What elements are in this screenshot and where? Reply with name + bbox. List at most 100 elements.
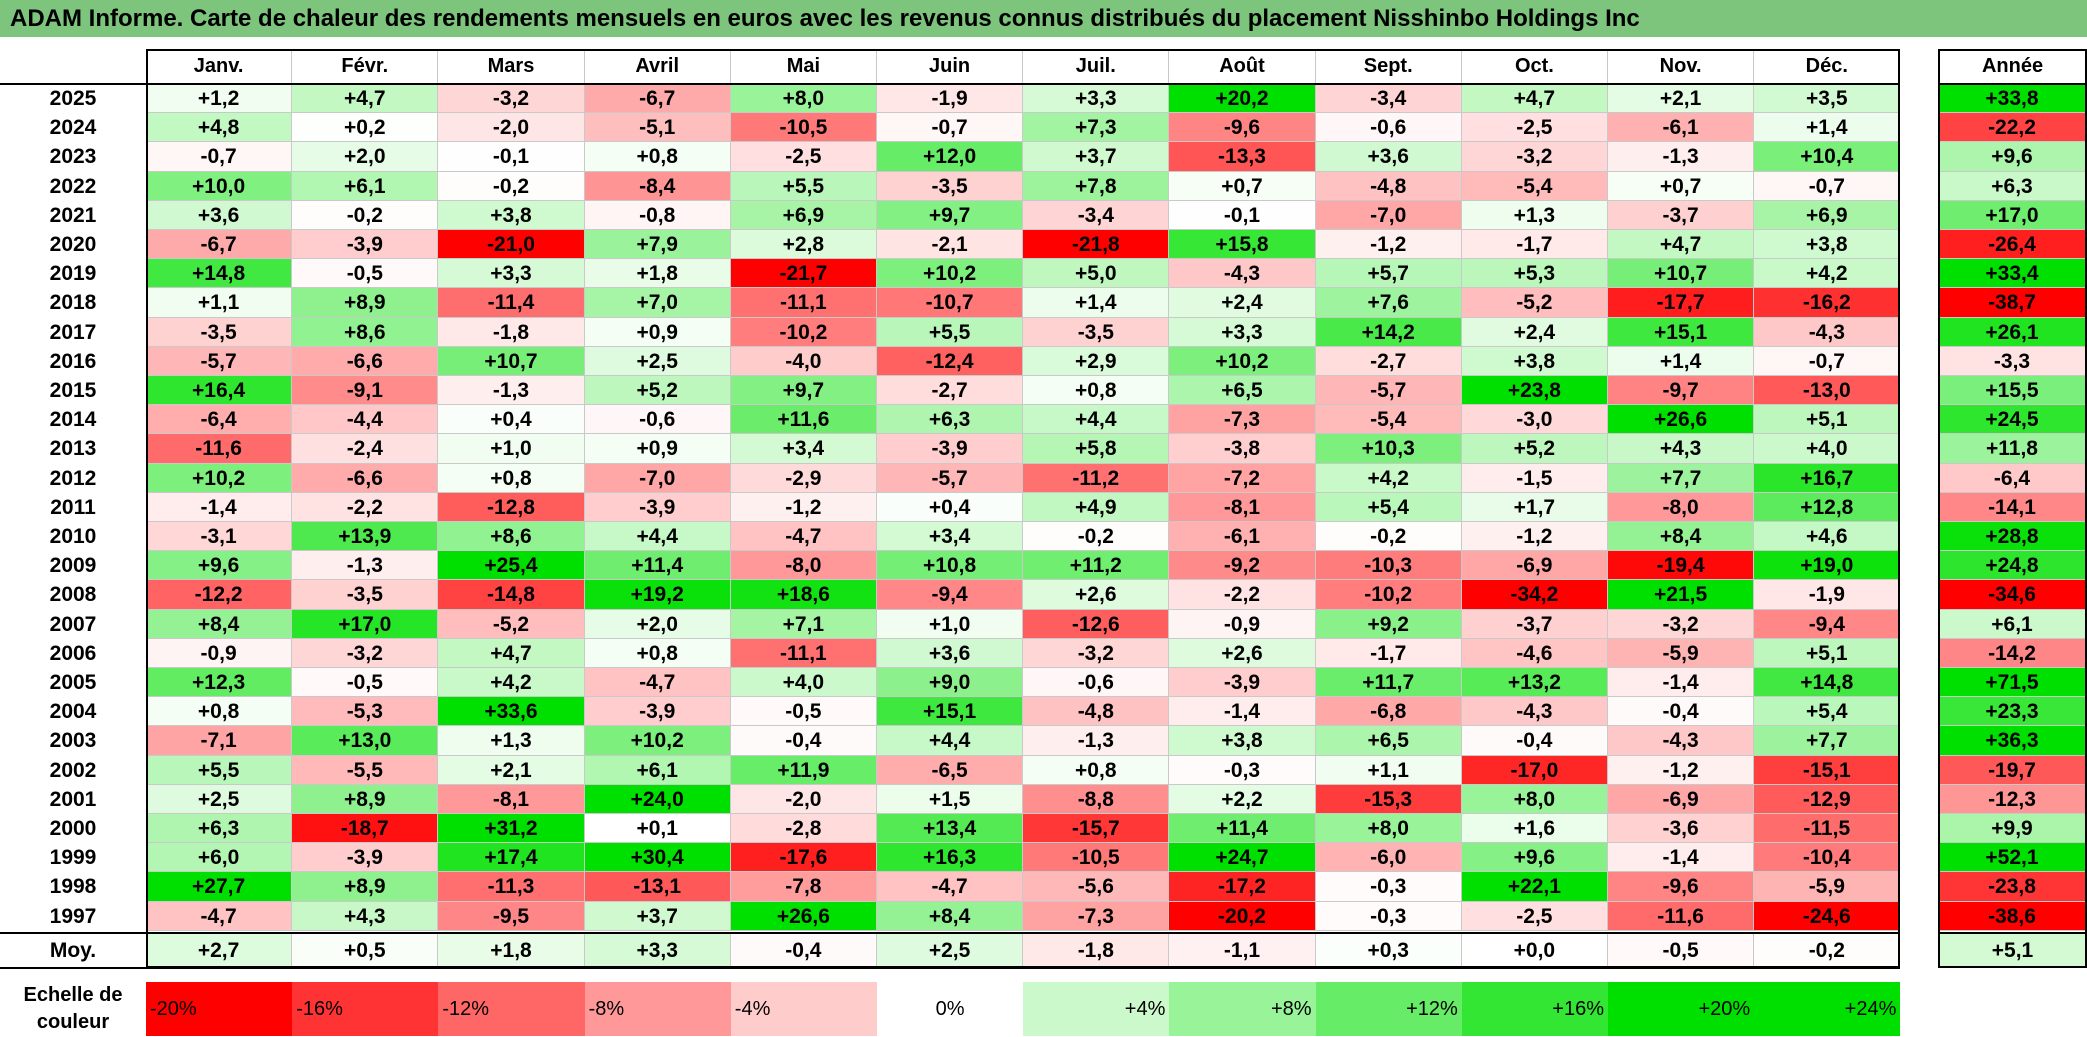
heatmap-cell: -2,0 (438, 113, 585, 143)
heatmap-cell: -2,7 (1315, 346, 1462, 376)
heatmap-cell: +5,0 (1023, 259, 1170, 289)
heatmap-cell: +5,4 (1754, 697, 1901, 727)
heatmap-cell: +33,6 (438, 697, 585, 727)
year-label: 2010 (49, 525, 97, 548)
annual-cell: +26,1 (1938, 317, 2087, 347)
heatmap-cell: -4,7 (877, 872, 1024, 902)
heatmap-cell: +10,3 (1315, 434, 1462, 464)
month-header: Avril (584, 49, 731, 84)
heatmap-cell: +4,7 (1608, 230, 1755, 260)
year-label: 2020 (49, 233, 97, 256)
heatmap-cell: +13,0 (292, 726, 439, 756)
heatmap-cell: -10,7 (877, 288, 1024, 318)
heatmap-cell: -5,3 (292, 697, 439, 727)
heatmap-cell: -2,5 (1461, 113, 1608, 143)
heatmap-cell: +2,0 (292, 142, 439, 172)
heatmap-cell: +2,4 (1169, 288, 1316, 318)
heatmap-cell: -7,3 (1023, 901, 1170, 931)
heatmap-cell: +2,4 (1461, 317, 1608, 347)
heatmap-cell: -9,2 (1169, 551, 1316, 581)
heatmap-cell: -0,5 (730, 697, 877, 727)
annual-cell: -6,4 (1938, 463, 2087, 493)
heatmap-cell: -6,1 (1608, 113, 1755, 143)
heatmap-cell: -1,2 (1608, 755, 1755, 785)
heatmap-cell: -1,9 (877, 84, 1024, 114)
heatmap-cell: +24,7 (1169, 843, 1316, 873)
heatmap-cell: -6,1 (1169, 522, 1316, 552)
annual-cell: +36,3 (1938, 726, 2087, 756)
heatmap-cell: -5,7 (146, 346, 293, 376)
heatmap-cell: -1,3 (292, 551, 439, 581)
annual-cell: -38,6 (1938, 901, 2087, 931)
heatmap-cell: -5,6 (1023, 872, 1170, 902)
heatmap-cell: +0,8 (1023, 755, 1170, 785)
heatmap-cell: +1,4 (1023, 288, 1170, 318)
heatmap-cell: +2,2 (1169, 784, 1316, 814)
heatmap-cell: +1,0 (438, 434, 585, 464)
heatmap-cell: +3,6 (1315, 142, 1462, 172)
heatmap-cell: -14,8 (438, 580, 585, 610)
annual-cell: +9,9 (1938, 814, 2087, 844)
heatmap-cell: +26,6 (1608, 405, 1755, 435)
heatmap-cell: -4,7 (146, 901, 293, 931)
heatmap-cell: -0,1 (438, 142, 585, 172)
heatmap-cell: +11,7 (1315, 668, 1462, 698)
heatmap-cell: -5,7 (877, 463, 1024, 493)
heatmap-cell: -4,3 (1169, 259, 1316, 289)
heatmap-cell: +6,9 (1754, 200, 1901, 230)
annual-cell: +17,0 (1938, 200, 2087, 230)
heatmap-cell: -6,0 (1315, 843, 1462, 873)
heatmap-cell: +1,1 (1315, 755, 1462, 785)
heatmap-cell: +3,3 (1169, 317, 1316, 347)
heatmap-cell: +2,1 (438, 755, 585, 785)
annual-cell: +33,8 (1938, 84, 2087, 114)
heatmap-cell: -12,9 (1754, 784, 1901, 814)
color-scale-swatch: -20% (146, 982, 293, 1036)
year-label: 2000 (49, 817, 97, 840)
heatmap-cell: +6,9 (730, 200, 877, 230)
heatmap-cell: -3,5 (146, 317, 293, 347)
year-label: 2021 (49, 203, 97, 227)
heatmap-cell: -0,3 (1315, 901, 1462, 931)
heatmap-cell: -0,2 (1315, 522, 1462, 552)
heatmap-cell: -0,6 (1023, 668, 1170, 698)
color-scale-swatch: +8% (1169, 982, 1316, 1036)
year-label: 2009 (49, 554, 97, 578)
heatmap-cell: -1,5 (1461, 463, 1608, 493)
average-cell: +0,3 (1315, 933, 1462, 968)
heatmap-cell: +6,1 (584, 755, 731, 785)
heatmap-cell: +3,6 (877, 638, 1024, 668)
heatmap-cell: +0,8 (584, 142, 731, 172)
heatmap-cell: +3,5 (1754, 84, 1901, 114)
color-scale-swatch: -8% (584, 982, 731, 1036)
annual-average-rule (1938, 932, 2087, 934)
heatmap-cell: -8,0 (730, 551, 877, 581)
heatmap-cell: +17,0 (292, 609, 439, 639)
heatmap-cell: +11,6 (730, 405, 877, 435)
heatmap-cell: +15,1 (1608, 317, 1755, 347)
heatmap-cell: -0,2 (292, 200, 439, 230)
heatmap-cell: +7,7 (1608, 463, 1755, 493)
color-scale-swatch: -12% (438, 982, 585, 1036)
heatmap-cell: +4,6 (1754, 522, 1901, 552)
heatmap-cell: +5,2 (1461, 434, 1608, 464)
heatmap-cell: +3,7 (1023, 142, 1170, 172)
heatmap-cell: -2,5 (1461, 901, 1608, 931)
heatmap-cell: +15,8 (1169, 230, 1316, 260)
heatmap-cell: +3,4 (877, 522, 1024, 552)
heatmap-cell: -1,2 (1315, 230, 1462, 260)
heatmap-cell: +1,7 (1461, 492, 1608, 522)
heatmap-cell: -2,8 (730, 814, 877, 844)
heatmap-cell: +4,3 (1608, 434, 1755, 464)
heatmap-cell: -8,1 (1169, 492, 1316, 522)
heatmap-cell: +24,0 (584, 784, 731, 814)
heatmap-cell: +4,0 (1754, 434, 1901, 464)
heatmap-cell: -6,6 (292, 463, 439, 493)
year-label: 2011 (50, 495, 96, 519)
heatmap-cell: +1,2 (146, 84, 293, 114)
heatmap-cell: +0,9 (584, 434, 731, 464)
year-label: 2024 (49, 116, 97, 140)
heatmap-cell: -4,8 (1023, 697, 1170, 727)
heatmap-cell: -6,8 (1315, 697, 1462, 727)
heatmap-cell: -1,3 (1608, 142, 1755, 172)
